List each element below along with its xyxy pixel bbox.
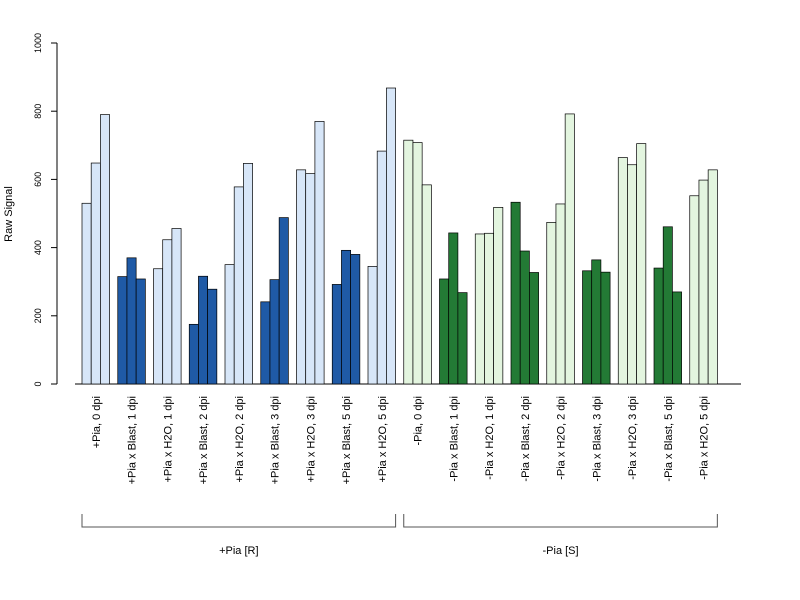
bar	[305, 173, 316, 385]
x-category-label: +Pia, 0 dpi	[91, 396, 103, 448]
bar	[689, 195, 700, 385]
bar	[564, 113, 575, 385]
x-category-label: +Pia x Blast, 2 dpi	[198, 396, 210, 484]
y-tick-label: 600	[33, 172, 43, 187]
bar	[457, 292, 468, 385]
bar	[81, 202, 92, 385]
x-category-label: +Pia x H2O, 3 dpi	[305, 396, 317, 483]
bar	[269, 279, 280, 385]
bar	[707, 169, 718, 385]
y-tick-label: 0	[33, 381, 43, 386]
bar	[153, 268, 164, 385]
bar	[188, 323, 199, 385]
y-axis: 0 200 400 600 800 1000	[33, 33, 58, 387]
x-category-label: +Pia x H2O, 1 dpi	[162, 396, 174, 483]
bar	[233, 186, 244, 385]
bar	[243, 163, 253, 385]
bar	[162, 239, 173, 385]
bar	[198, 275, 208, 385]
bar	[484, 232, 495, 385]
bar	[474, 233, 485, 385]
bar	[662, 226, 673, 385]
y-axis-title: Raw Signal	[3, 186, 15, 242]
bar	[636, 143, 647, 385]
bar	[331, 284, 342, 385]
bar	[653, 267, 664, 385]
x-category-label: -Pia x H2O, 3 dpi	[627, 396, 639, 480]
bar	[582, 270, 593, 385]
bar	[350, 254, 361, 385]
x-category-label: -Pia x Blast, 5 dpi	[663, 396, 675, 482]
x-category-label: -Pia x H2O, 1 dpi	[484, 396, 496, 480]
bar	[296, 169, 307, 385]
group-bracket-label: +Pia [R]	[219, 545, 258, 557]
bar	[510, 201, 521, 385]
bar	[439, 278, 450, 385]
bar	[207, 288, 218, 385]
y-tick-label: 1000	[33, 33, 43, 53]
group-bracket-label: -Pia [S]	[543, 545, 579, 557]
group-brackets: +Pia [R] -Pia [S]	[81, 514, 718, 557]
x-category-label: -Pia, 0 dpi	[413, 396, 425, 446]
bar	[591, 259, 602, 385]
bar	[100, 114, 110, 385]
bar	[117, 276, 128, 385]
group-bracket	[81, 514, 397, 528]
x-category-label: -Pia x H2O, 5 dpi	[699, 396, 711, 480]
bar	[529, 272, 539, 385]
bar	[260, 301, 271, 385]
bar	[314, 121, 325, 385]
bar	[600, 271, 611, 385]
y-tick-label: 800	[33, 104, 43, 119]
bar	[421, 184, 432, 385]
bar	[403, 139, 414, 385]
y-tick-label: 400	[33, 240, 43, 255]
bar	[617, 157, 628, 385]
bar	[367, 266, 378, 385]
x-category-label: +Pia x H2O, 2 dpi	[234, 396, 246, 483]
bar	[90, 162, 101, 385]
bar	[376, 150, 387, 385]
bar-series	[81, 87, 718, 385]
bar	[493, 207, 504, 385]
bar	[698, 179, 709, 385]
bar	[627, 164, 638, 385]
y-tick-label: 200	[33, 308, 43, 323]
x-category-label: +Pia x Blast, 3 dpi	[270, 396, 282, 484]
bar	[224, 264, 235, 385]
x-category-label: -Pia x Blast, 2 dpi	[520, 396, 532, 482]
bar	[126, 257, 137, 385]
bar	[519, 250, 530, 385]
bar	[546, 222, 557, 385]
x-category-label: +Pia x Blast, 5 dpi	[341, 396, 353, 484]
bar	[448, 232, 459, 385]
x-category-label: -Pia x Blast, 3 dpi	[591, 396, 603, 482]
x-category-label: -Pia x Blast, 1 dpi	[448, 396, 460, 482]
group-bracket	[403, 514, 718, 528]
x-category-label: +Pia x Blast, 1 dpi	[127, 396, 139, 484]
bar	[171, 228, 182, 385]
bar	[386, 87, 396, 385]
bar	[135, 278, 146, 385]
x-category-label: +Pia x H2O, 5 dpi	[377, 396, 389, 483]
x-category-label: -Pia x H2O, 2 dpi	[556, 396, 568, 480]
bar	[555, 203, 566, 385]
bar	[412, 142, 423, 385]
bar	[672, 291, 682, 385]
bar	[341, 249, 352, 385]
category-labels: +Pia, 0 dpi +Pia x Blast, 1 dpi +Pia x H2O…	[91, 396, 711, 484]
bar	[278, 217, 289, 385]
